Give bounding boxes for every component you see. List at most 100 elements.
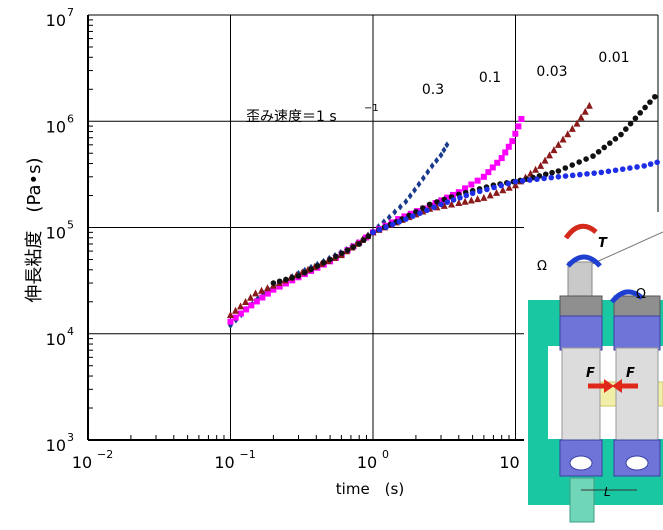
- data-point: [585, 101, 593, 109]
- data-point: [461, 197, 469, 205]
- data-point: [532, 165, 540, 173]
- inset-force-right-label: F: [626, 366, 635, 381]
- data-point: [295, 273, 302, 279]
- data-point: [555, 174, 562, 180]
- force-right-arrowhead: [612, 379, 622, 393]
- data-point: [258, 286, 266, 294]
- data-point: [302, 269, 308, 276]
- data-point: [276, 278, 283, 285]
- data-point: [232, 314, 239, 321]
- data-point: [654, 159, 660, 166]
- series-0.01: [370, 159, 660, 236]
- data-point: [498, 182, 505, 189]
- inset-force-left-label: F: [586, 366, 595, 381]
- data-point: [573, 119, 581, 127]
- data-point: [584, 171, 590, 177]
- data-point: [468, 181, 475, 188]
- series-label: 0.03: [536, 64, 567, 80]
- data-point: [534, 176, 540, 183]
- series-labels: 0.3 0.1 0.03 0.01: [422, 50, 630, 98]
- inset-torque-label: T: [598, 236, 608, 251]
- data-point: [396, 218, 403, 225]
- x-tick-label: 10: [72, 453, 92, 472]
- inset-right-roller-top-cap: [613, 315, 661, 351]
- data-point: [559, 135, 567, 143]
- data-point: [480, 193, 488, 201]
- data-point: [237, 310, 244, 317]
- omega-left-arrow: [566, 254, 602, 268]
- data-point: [598, 169, 605, 176]
- data-point: [623, 126, 629, 132]
- data-point: [232, 306, 240, 314]
- data-point: [389, 221, 396, 228]
- data-point: [243, 306, 250, 313]
- y-tick-exponent: 5: [67, 219, 74, 232]
- data-point: [248, 302, 255, 309]
- data-point: [438, 151, 444, 159]
- data-point: [429, 162, 435, 170]
- x-tick-exponent: −2: [97, 448, 113, 461]
- data-point: [641, 163, 647, 169]
- inset-left-roller-gear: [559, 295, 603, 319]
- data-point: [227, 311, 234, 319]
- data-point: [401, 213, 408, 220]
- data-point: [410, 213, 416, 219]
- data-point: [264, 290, 271, 297]
- data-point: [469, 190, 476, 197]
- data-point: [499, 186, 507, 194]
- data-point: [576, 159, 582, 165]
- data-point: [569, 162, 576, 168]
- x-tick-label: 10: [499, 453, 519, 472]
- data-point: [498, 155, 505, 162]
- force-left-arrowhead: [604, 379, 614, 393]
- data-point: [562, 173, 569, 179]
- series-0.03: [270, 93, 658, 286]
- x-tick-label: 10: [214, 453, 234, 472]
- series-label: 0.1: [479, 70, 501, 86]
- data-point: [518, 115, 525, 122]
- data-point: [601, 144, 608, 151]
- data-point: [569, 172, 576, 179]
- data-point: [314, 263, 321, 269]
- data-point: [480, 173, 487, 180]
- data-point: [263, 284, 271, 292]
- y-tick-label: 10: [46, 436, 66, 455]
- data-point: [441, 146, 447, 154]
- data-point: [412, 186, 418, 194]
- series-1: [228, 141, 450, 329]
- data-point: [448, 200, 456, 208]
- data-point: [591, 170, 597, 176]
- data-point: [494, 159, 501, 166]
- data-point: [526, 177, 533, 183]
- strain-rate-annotation: 歪み速度＝1 s −1: [246, 103, 379, 125]
- data-point: [564, 130, 572, 138]
- data-point: [474, 177, 481, 184]
- data-point: [652, 93, 658, 100]
- x-tick-label: 10: [357, 453, 377, 472]
- data-point: [512, 130, 519, 137]
- data-point: [416, 180, 422, 188]
- omega-right-arrow: [610, 289, 644, 304]
- data-point: [627, 165, 633, 171]
- data-point: [338, 250, 345, 257]
- data-point: [541, 175, 547, 182]
- data-point: [370, 229, 376, 236]
- data-point: [627, 120, 634, 127]
- data-point: [237, 302, 245, 310]
- data-point: [485, 169, 492, 176]
- data-point: [545, 151, 553, 159]
- data-point: [403, 198, 409, 206]
- data-point: [386, 213, 392, 221]
- data-point: [320, 259, 327, 266]
- data-point: [333, 253, 339, 260]
- series-0.3: [227, 115, 525, 325]
- data-point: [434, 157, 440, 165]
- x-tick-exponent: −1: [240, 448, 256, 461]
- inset-omega-right-label: Ω: [636, 287, 646, 302]
- data-point: [634, 164, 640, 170]
- y-tick-label: 10: [46, 330, 66, 349]
- data-point: [253, 298, 260, 305]
- data-point: [474, 195, 482, 203]
